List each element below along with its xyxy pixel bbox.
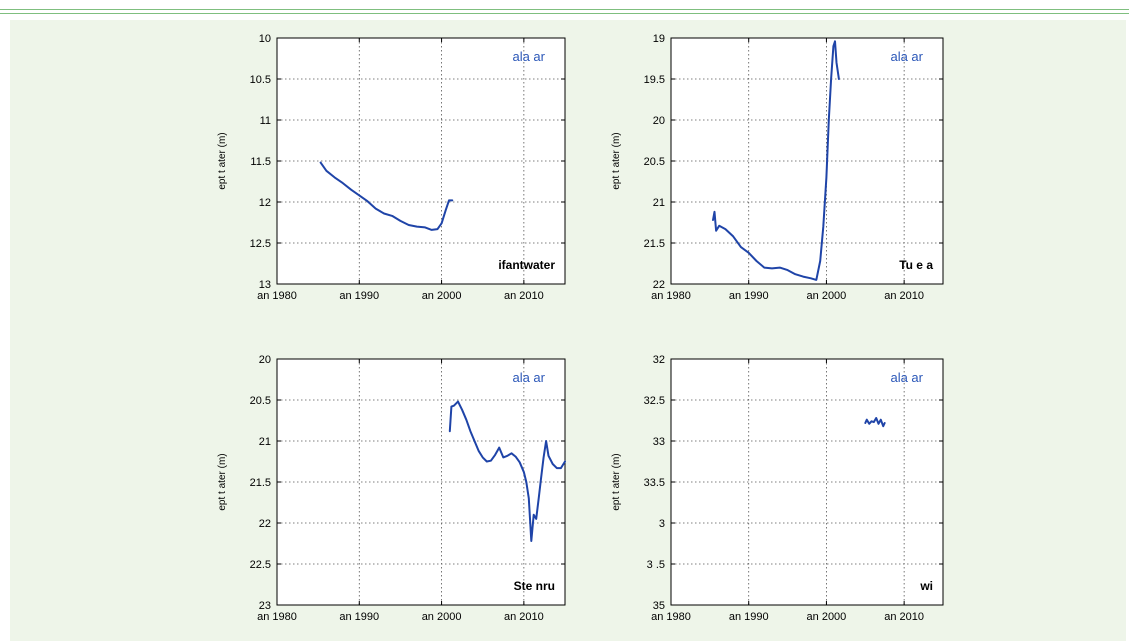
x-tick-label: an 2010 (884, 611, 924, 623)
y-tick-label: 12 (259, 197, 271, 209)
y-tick-label: 33.5 (644, 477, 665, 489)
y-tick-label: 21.5 (250, 477, 271, 489)
site-label: wi (919, 579, 933, 593)
top-rule-secondary (0, 13, 1129, 14)
y-tick-label: 3 (659, 518, 665, 530)
plot-frame (276, 37, 566, 285)
site-label: ifantwater (498, 258, 555, 272)
y-tick-label: 10 (259, 33, 271, 45)
x-tick-label: an 1980 (257, 611, 297, 623)
y-tick-label: 11.5 (250, 156, 271, 168)
y-axis-label: ept t ater (m) (611, 453, 622, 510)
series-line (864, 417, 886, 428)
x-tick-label: an 2000 (422, 290, 462, 302)
y-tick-label: 11 (260, 115, 271, 127)
series-line (319, 161, 454, 231)
y-tick-label: 12.5 (250, 238, 271, 250)
y-tick-label: 22 (653, 279, 665, 291)
chart-panel-4: an 1980 an 1990 an 2000 an 2010 32 32.5 33 33.5… (611, 354, 944, 623)
x-tick-label: an 2010 (884, 290, 924, 302)
x-tick-label: an 1990 (729, 290, 769, 302)
site-label: Ste nru (514, 579, 555, 593)
x-tick-label: an 1980 (651, 611, 691, 623)
y-tick-label: 20 (653, 115, 665, 127)
y-tick-label: 21.5 (644, 238, 665, 250)
y-tick-label: 10.5 (250, 74, 271, 86)
plot-frame (670, 37, 944, 285)
y-tick-label: 19.5 (644, 74, 665, 86)
chart-panel-2: an 1980 an 1990 an 2000 an 2010 19 19.5 20 20.5… (611, 33, 944, 302)
plot-frame (670, 358, 944, 606)
x-tick-label: an 2000 (807, 290, 847, 302)
y-tick-label: 20.5 (250, 395, 271, 407)
x-tick-label: an 1990 (339, 611, 379, 623)
y-tick-label: 22.5 (250, 559, 271, 571)
x-tick-label: an 1980 (651, 290, 691, 302)
chart-panel-1: an 1980 an 1990 an 2000 an 2010 10 10.5 11 11.5… (217, 33, 566, 302)
x-tick-label: an 2010 (504, 611, 544, 623)
y-tick-label: 13 (259, 279, 271, 291)
y-tick-label: 21 (653, 197, 665, 209)
series-line (712, 40, 840, 281)
y-axis-label: ept t ater (m) (217, 453, 228, 510)
top-rule (0, 9, 1129, 10)
panel-tag: ala ar (890, 49, 923, 64)
x-tick-label: an 2000 (807, 611, 847, 623)
y-tick-label: 35 (653, 600, 665, 612)
y-axis-label: ept t ater (m) (611, 132, 622, 189)
y-tick-label: 21 (259, 436, 271, 448)
x-tick-label: an 1980 (257, 290, 297, 302)
y-tick-label: 33 (653, 436, 665, 448)
x-tick-label: an 2000 (422, 611, 462, 623)
y-tick-label: 20.5 (644, 156, 665, 168)
panel-tag: ala ar (890, 370, 923, 385)
panel-tag: ala ar (512, 49, 545, 64)
chart-panel-3: an 1980 an 1990 an 2000 an 2010 20 20.5 21 21.5… (217, 354, 566, 623)
y-tick-label: 20 (259, 354, 271, 366)
y-axis-label: ept t ater (m) (217, 132, 228, 189)
x-tick-label: an 1990 (729, 611, 769, 623)
panel-tag: ala ar (512, 370, 545, 385)
y-tick-label: 3 .5 (647, 559, 665, 571)
y-tick-label: 19 (653, 33, 665, 45)
x-tick-label: an 1990 (339, 290, 379, 302)
series-line (448, 400, 566, 542)
y-tick-label: 32 (653, 354, 665, 366)
plot-frame (276, 358, 566, 606)
x-tick-label: an 2010 (504, 290, 544, 302)
y-tick-label: 23 (259, 600, 271, 612)
site-label: Tu e a (899, 258, 933, 272)
y-tick-label: 22 (259, 518, 271, 530)
y-tick-label: 32.5 (644, 395, 665, 407)
